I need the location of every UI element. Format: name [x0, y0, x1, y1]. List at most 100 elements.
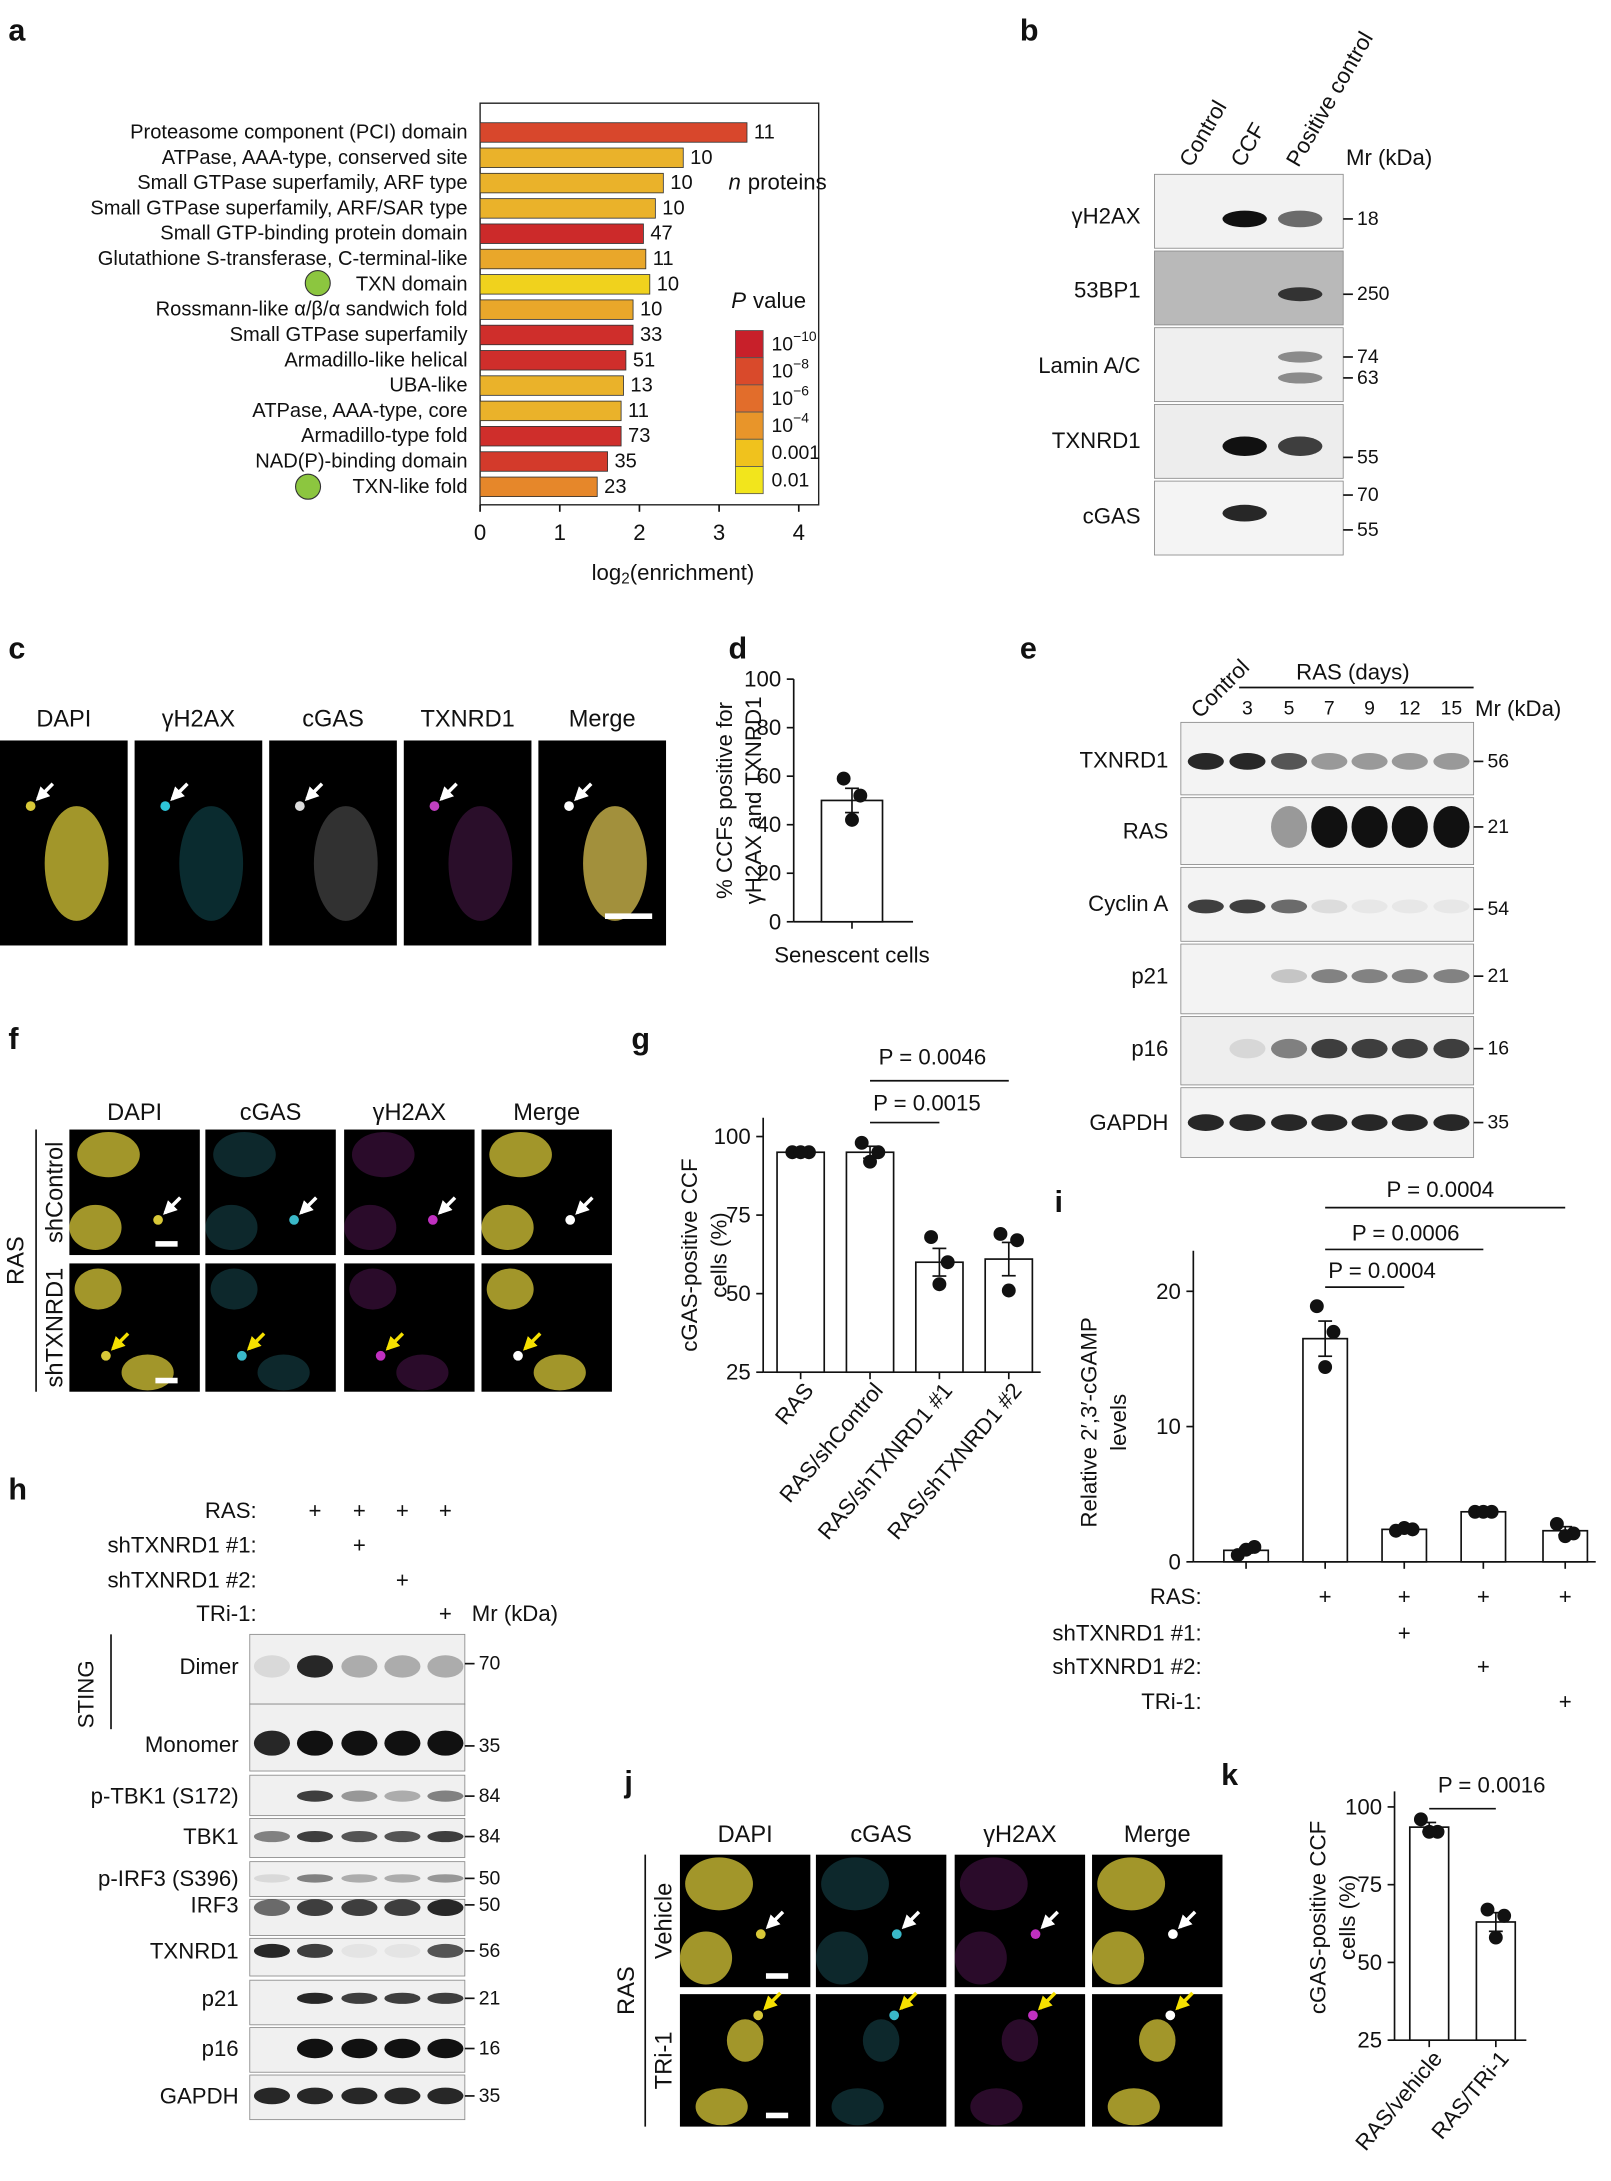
nucleus — [121, 1354, 174, 1391]
nucleus — [257, 1354, 310, 1391]
channel-label: DAPI — [107, 1100, 162, 1126]
blot-band — [1391, 969, 1428, 984]
category-label: NAD(P)-binding domain — [255, 450, 467, 472]
ccf-dot — [25, 801, 36, 811]
legend-label-part: 10 — [772, 415, 794, 437]
blot-band — [1311, 969, 1348, 984]
mr-marker: 56 — [1488, 750, 1510, 772]
blot-band — [253, 1899, 291, 1917]
data-point — [993, 1226, 1008, 1241]
nucleus — [349, 1268, 397, 1310]
blot-band — [296, 1943, 334, 1958]
mr-marker: 35 — [1488, 1112, 1510, 1134]
row-label: shControl — [43, 1142, 69, 1243]
blot-band — [1311, 753, 1348, 770]
category-label: TXN domain — [356, 273, 468, 295]
nucleus — [1107, 2088, 1160, 2126]
mr-marker: 54 — [1488, 898, 1510, 920]
arrow — [163, 1196, 182, 1215]
blot-band — [1351, 1038, 1388, 1059]
mr-marker: 70 — [479, 1653, 501, 1675]
arrow — [765, 1910, 785, 1930]
nucleus — [396, 1354, 449, 1391]
data-point — [854, 1135, 869, 1150]
blot-band — [1271, 969, 1308, 984]
bar — [479, 375, 624, 396]
blot-band — [1391, 1038, 1428, 1059]
lane-label: 7 — [1324, 697, 1335, 719]
nucleus — [486, 1268, 534, 1310]
legend-label-part: −6 — [793, 382, 809, 398]
blot-band — [1229, 899, 1266, 914]
y-tick-label: 20 — [757, 861, 782, 886]
lane-label: 3 — [1242, 697, 1253, 719]
nucleus — [448, 806, 513, 921]
mr-marker: 70 — [1357, 484, 1379, 506]
condition-label: RAS: — [205, 1498, 257, 1523]
condition-mark: + — [353, 1533, 366, 1558]
micrograph — [815, 1854, 947, 1988]
blot-row-label: GAPDH — [160, 2083, 239, 2108]
ccf-dot — [294, 801, 305, 811]
blot-band — [1271, 1114, 1308, 1131]
nucleus — [179, 806, 244, 921]
blot-band — [1311, 1114, 1348, 1131]
micrograph — [134, 740, 263, 946]
bar — [845, 1151, 895, 1374]
x-axis-title-part: (enrichment) — [630, 559, 755, 584]
category-label: Rossmann-like α/β/α sandwich fold — [156, 299, 468, 321]
panel-label: f — [8, 1022, 19, 1056]
blot-band — [253, 1874, 291, 1883]
data-point — [845, 812, 859, 827]
micrograph — [403, 740, 532, 946]
count-label: 10 — [657, 273, 679, 295]
blot-band — [341, 1943, 378, 1958]
bar — [479, 147, 684, 168]
arrow — [439, 782, 458, 802]
blot-band — [1187, 899, 1224, 914]
mr-marker: 21 — [479, 1987, 501, 2009]
panel-label: h — [8, 1472, 27, 1506]
blot-band — [384, 1730, 421, 1756]
condition-mark: + — [1477, 1654, 1490, 1679]
arrow — [110, 1332, 130, 1351]
condition-label: shTXNRD1 #1: — [1052, 1620, 1201, 1645]
micrograph — [954, 1854, 1086, 1988]
data-point — [1558, 1529, 1573, 1544]
scale-bar — [604, 913, 653, 919]
blot-band — [1433, 806, 1470, 848]
nucleus — [205, 1204, 258, 1251]
lane-label: Control — [1174, 96, 1231, 171]
blot-band — [253, 1943, 291, 1958]
ccf-dot — [1165, 2010, 1176, 2021]
mr-marker: 250 — [1357, 283, 1390, 305]
count-label: 10 — [662, 197, 684, 219]
bar — [479, 400, 622, 422]
panel-label: j — [623, 1765, 632, 1799]
mr-marker: 16 — [1488, 1038, 1510, 1060]
data-point — [1422, 1824, 1437, 1839]
blot-row-label: γH2AX — [1072, 204, 1141, 229]
p-value-label: P = 0.0004 — [1328, 1258, 1436, 1283]
legend-swatch — [735, 466, 764, 495]
group-label: RAS — [614, 1966, 640, 2015]
blot-band — [384, 1790, 421, 1802]
nucleus — [831, 2088, 884, 2126]
y-tick-label: 0 — [1169, 1549, 1181, 1574]
blot-row-label: p21 — [202, 1986, 239, 2011]
nucleus — [213, 1132, 276, 1178]
arrow — [299, 1196, 318, 1215]
mr-marker: 56 — [479, 1940, 501, 1962]
mr-marker: 50 — [479, 1894, 501, 1916]
blot-band — [253, 1655, 291, 1678]
ccf-dot — [1168, 1929, 1178, 1940]
mr-marker: 35 — [479, 2085, 501, 2107]
bar — [479, 274, 651, 295]
y-tick-label: 50 — [726, 1281, 751, 1306]
y-tick-label: 100 — [1345, 1794, 1382, 1819]
blot-band — [296, 1992, 334, 2004]
arrow — [385, 1332, 405, 1351]
bar — [479, 122, 748, 143]
legend-swatch — [735, 411, 764, 440]
